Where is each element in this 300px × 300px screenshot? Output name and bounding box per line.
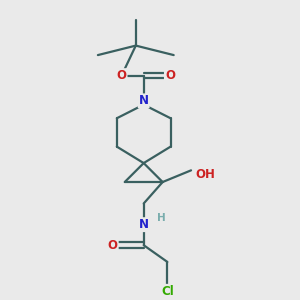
Text: O: O — [108, 239, 118, 252]
Text: OH: OH — [195, 168, 215, 181]
Text: Cl: Cl — [161, 285, 174, 298]
Text: O: O — [117, 69, 127, 82]
Text: O: O — [165, 69, 175, 82]
Text: N: N — [139, 94, 149, 107]
Text: H: H — [157, 213, 165, 223]
Text: N: N — [139, 218, 149, 231]
